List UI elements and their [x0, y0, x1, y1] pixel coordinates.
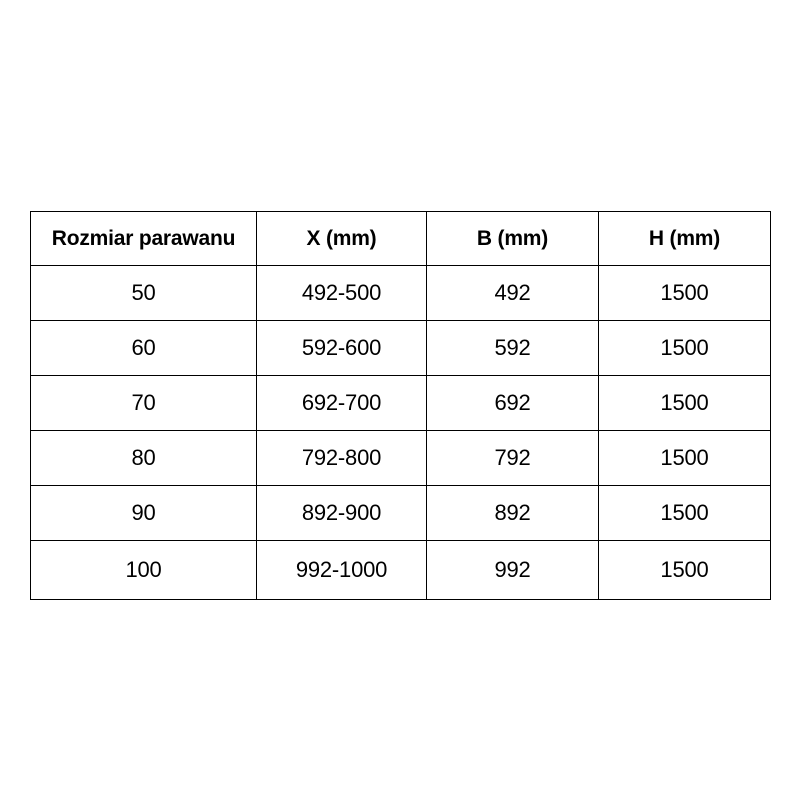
cell-size: 70	[30, 375, 257, 431]
cell-size: 100	[30, 540, 257, 600]
column-header-b: B (mm)	[426, 211, 599, 266]
cell-size: 50	[30, 265, 257, 321]
cell-size: 60	[30, 320, 257, 376]
cell-x: 992-1000	[256, 540, 427, 600]
column-header-size: Rozmiar parawanu	[30, 211, 257, 266]
column-header-h: H (mm)	[598, 211, 771, 266]
table-row: 80 792-800 792 1500	[30, 430, 771, 486]
cell-h: 1500	[598, 485, 771, 541]
cell-b: 692	[426, 375, 599, 431]
table-header-row: Rozmiar parawanu X (mm) B (mm) H (mm)	[30, 211, 771, 266]
spec-table: Rozmiar parawanu X (mm) B (mm) H (mm) 50…	[30, 211, 771, 600]
table-row: 70 692-700 692 1500	[30, 375, 771, 431]
table-row: 60 592-600 592 1500	[30, 320, 771, 376]
table-header: Rozmiar parawanu X (mm) B (mm) H (mm)	[30, 211, 771, 266]
cell-b: 492	[426, 265, 599, 321]
cell-b: 792	[426, 430, 599, 486]
cell-h: 1500	[598, 320, 771, 376]
cell-h: 1500	[598, 265, 771, 321]
cell-x: 592-600	[256, 320, 427, 376]
cell-h: 1500	[598, 430, 771, 486]
cell-x: 492-500	[256, 265, 427, 321]
column-header-x: X (mm)	[256, 211, 427, 266]
table-row: 100 992-1000 992 1500	[30, 540, 771, 600]
cell-b: 592	[426, 320, 599, 376]
cell-b: 892	[426, 485, 599, 541]
cell-x: 892-900	[256, 485, 427, 541]
cell-x: 692-700	[256, 375, 427, 431]
table-body: 50 492-500 492 1500 60 592-600 592 1500 …	[30, 265, 771, 600]
table-row: 90 892-900 892 1500	[30, 485, 771, 541]
cell-b: 992	[426, 540, 599, 600]
cell-h: 1500	[598, 540, 771, 600]
cell-size: 80	[30, 430, 257, 486]
cell-x: 792-800	[256, 430, 427, 486]
table-row: 50 492-500 492 1500	[30, 265, 771, 321]
cell-h: 1500	[598, 375, 771, 431]
cell-size: 90	[30, 485, 257, 541]
